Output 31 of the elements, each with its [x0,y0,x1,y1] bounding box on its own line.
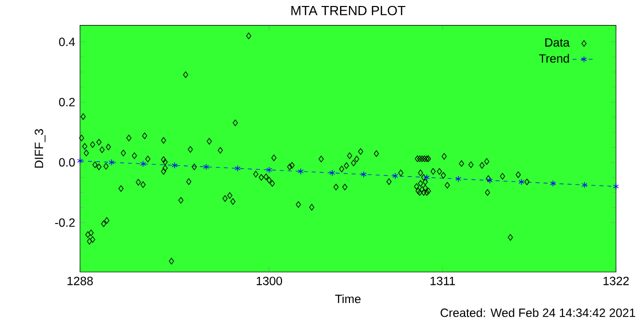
x-tick-label: 1311 [430,276,455,286]
point [298,168,304,175]
point [550,180,556,187]
point [140,160,146,168]
point [613,183,619,190]
y-tick-label: 0.4 [59,38,75,46]
point [424,174,430,181]
point [360,171,367,178]
legend-label: Trend [539,54,569,63]
text: Created: Wed Feb 24 14:34:42 2021 [440,308,636,318]
y-tick-label: -0.2 [55,218,75,227]
point [108,159,114,166]
point [203,164,209,170]
point [77,158,83,164]
point [392,172,398,180]
x-tick-label: 1322 [604,276,629,286]
point [518,178,524,186]
x-tick-label: 1300 [256,276,282,286]
y-tick-label: 0.0 [59,158,75,167]
legend-label: Data [545,38,570,47]
point [266,166,272,174]
point [329,170,336,176]
y-tick-label: 0.2 [59,98,75,106]
point [172,162,178,169]
x-axis-title: Time [335,294,361,304]
y-axis-title: DIFF_3 [34,129,46,168]
x-tick-label: 1288 [68,276,93,286]
chart-title: MTA TREND PLOT [291,6,406,16]
point [455,176,462,182]
point [234,165,241,172]
point [582,182,588,188]
